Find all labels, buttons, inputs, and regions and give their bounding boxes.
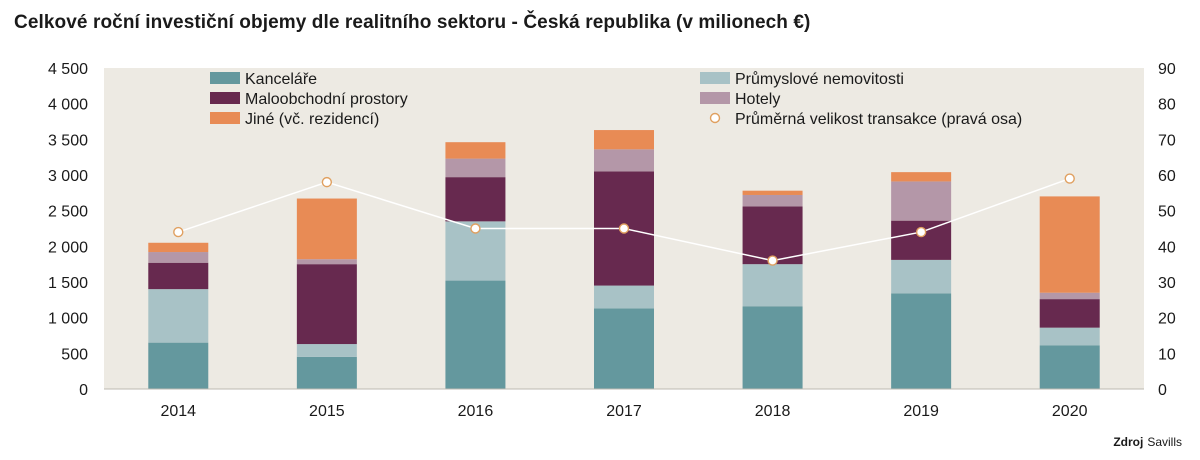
bar-segment: [891, 259, 952, 294]
legend-label: Maloobchodní prostory: [245, 91, 408, 108]
x-tick-label: 2018: [755, 403, 791, 420]
line-point: [470, 223, 481, 234]
y2-tick-label: 90: [1158, 61, 1176, 78]
bar-segment: [445, 142, 506, 159]
x-tick-label: 2019: [903, 403, 939, 420]
bar-segment: [296, 344, 357, 357]
y2-tick-label: 70: [1158, 132, 1176, 149]
y2-tick-label: 30: [1158, 275, 1176, 292]
bar-segment: [445, 177, 506, 222]
x-tick-label: 2014: [160, 403, 196, 420]
y-tick-label: 500: [61, 346, 88, 363]
legend-label: Hotely: [735, 91, 780, 108]
y-tick-label: 2 500: [48, 204, 88, 221]
legend-swatch: [700, 72, 730, 84]
x-tick-label: 2015: [309, 403, 345, 420]
legend-label: Průmyslové nemovitosti: [735, 70, 904, 88]
bar-segment: [1039, 292, 1100, 300]
bar-segment: [891, 293, 952, 389]
y-tick-label: 1 500: [48, 275, 88, 292]
bar-segment: [1039, 345, 1100, 389]
bar-segment: [1039, 327, 1100, 346]
y-tick-label: 3 000: [48, 168, 88, 185]
legend-swatch: [210, 112, 240, 124]
y-tick-label: 0: [79, 382, 88, 399]
bar-segment: [742, 306, 803, 389]
bar-segment: [742, 190, 803, 195]
line-point: [618, 223, 630, 234]
y-tick-label: 2 000: [48, 239, 88, 256]
bar-segment: [148, 242, 209, 253]
y-tick-label: 4 000: [48, 97, 88, 114]
bar-segment: [594, 285, 654, 309]
bar-segment: [594, 149, 654, 172]
legend-label: Průměrná velikost transakce (pravá osa): [735, 110, 1022, 128]
bar-segment: [742, 194, 803, 207]
bar-segment: [296, 259, 357, 265]
bar-segment: [296, 198, 357, 260]
y2-tick-label: 0: [1158, 382, 1167, 399]
bar-segment: [1039, 299, 1100, 328]
y2-tick-label: 80: [1158, 97, 1176, 114]
bar-segment: [296, 264, 357, 345]
x-tick-label: 2016: [458, 403, 494, 420]
legend-swatch: [700, 92, 730, 104]
bar-segment: [891, 220, 952, 260]
bar-segment: [148, 342, 209, 389]
y2-tick-label: 10: [1158, 346, 1176, 363]
bar-segment: [891, 172, 952, 182]
bar-segment: [1039, 196, 1100, 293]
bar-segment: [891, 181, 952, 221]
line-point: [173, 226, 184, 238]
bar-segment: [148, 262, 209, 290]
line-point: [1064, 173, 1075, 184]
legend-label: Jiné (vč. rezidencí): [245, 111, 379, 128]
line-point: [321, 176, 333, 188]
y-tick-label: 3 500: [48, 132, 88, 149]
x-tick-label: 2020: [1052, 403, 1088, 420]
y-tick-label: 1 000: [48, 311, 88, 328]
y2-tick-label: 50: [1158, 204, 1176, 221]
legend-swatch: [210, 72, 240, 84]
bar-segment: [594, 308, 654, 389]
line-point: [767, 255, 778, 266]
y2-tick-label: 20: [1158, 311, 1176, 328]
y2-tick-label: 60: [1158, 168, 1176, 185]
source-value: Savills: [1147, 435, 1182, 449]
bar-segment: [445, 158, 506, 178]
bar-segment: [148, 252, 209, 263]
source-label: Zdroj: [1113, 435, 1144, 449]
source-note: Zdroj Savills: [1113, 435, 1182, 449]
bar-segment: [445, 280, 506, 389]
legend-swatch: [210, 92, 240, 104]
line-point: [915, 226, 927, 238]
bar-segment: [742, 264, 803, 307]
bar-segment: [296, 356, 357, 389]
chart-title: Celkové roční investiční objemy dle real…: [14, 12, 811, 33]
bar-segment: [594, 130, 654, 150]
x-tick-label: 2017: [606, 403, 642, 420]
legend-line-marker: [709, 112, 721, 124]
y-tick-label: 4 500: [48, 61, 88, 78]
bar-segment: [742, 206, 803, 265]
bar-segment: [148, 289, 209, 343]
y2-tick-label: 40: [1158, 239, 1176, 256]
legend-label: Kanceláře: [245, 71, 317, 88]
